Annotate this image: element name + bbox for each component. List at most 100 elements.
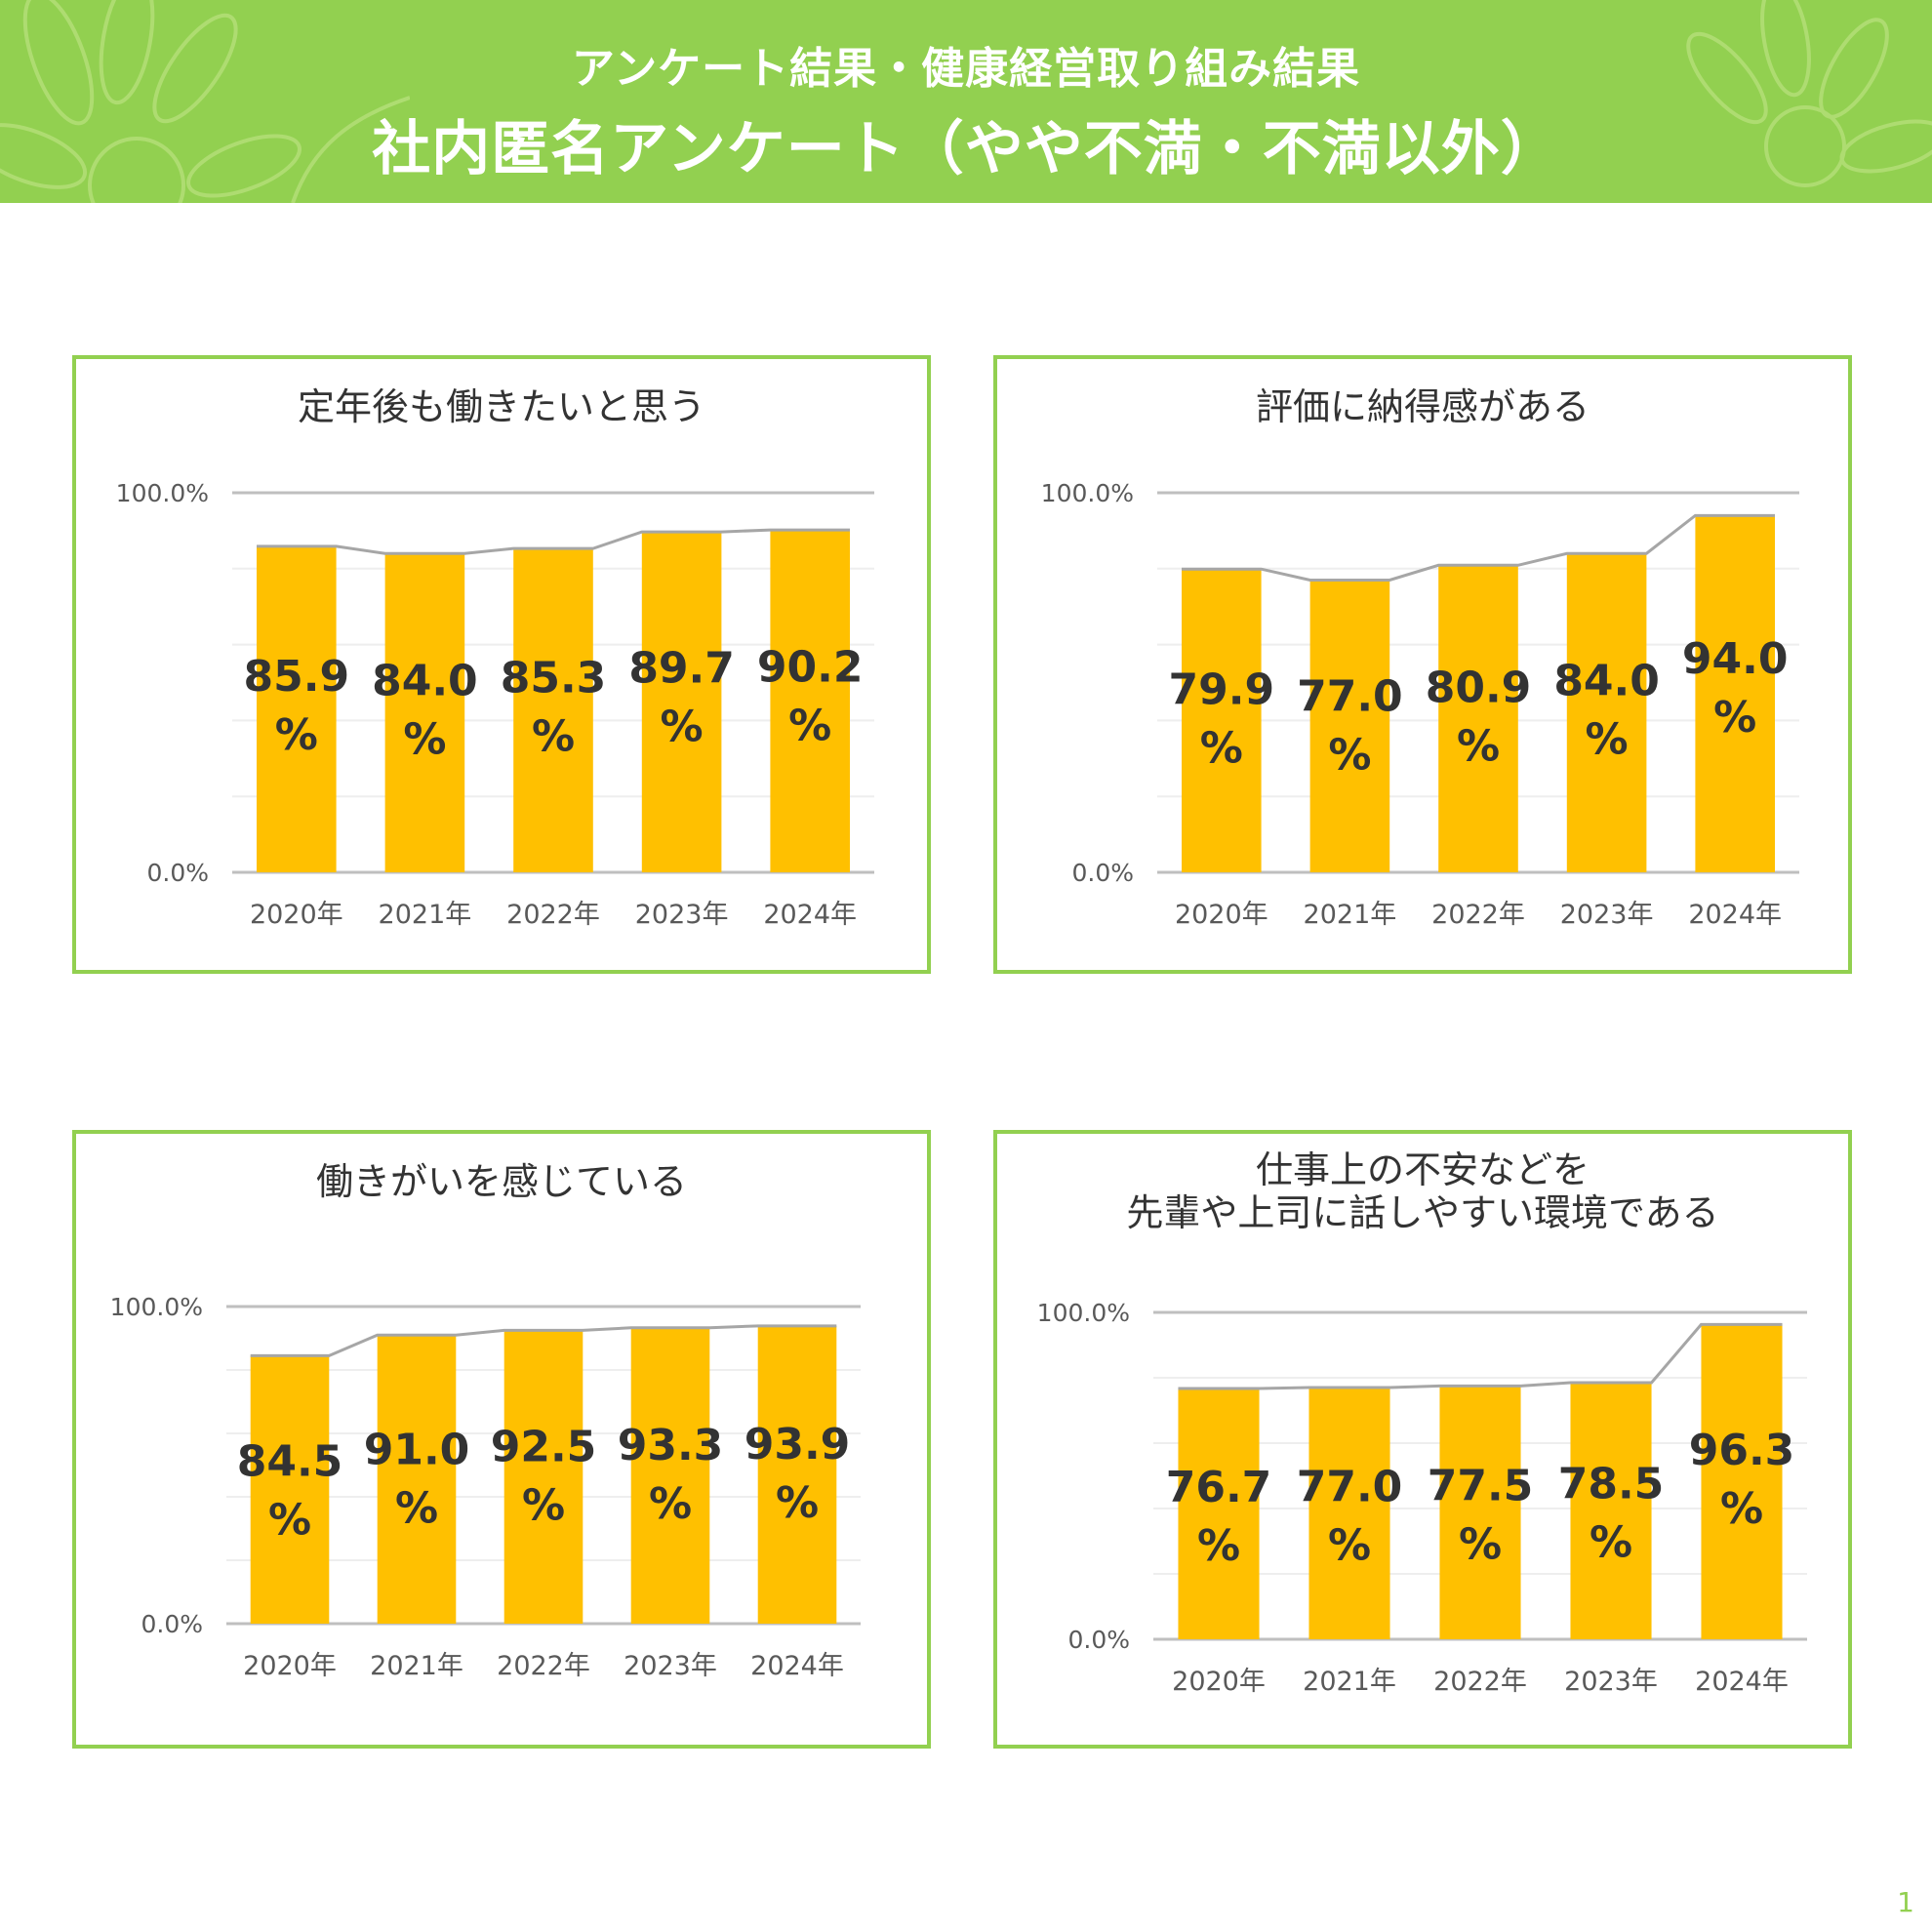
category-label: 2021年 xyxy=(1303,1667,1396,1697)
data-label-value: 80.9 xyxy=(1426,663,1532,712)
bar-2024- xyxy=(1701,1324,1783,1639)
data-label-value: 78.5 xyxy=(1558,1459,1665,1509)
chart-title-line-1: 評価に納得感がある xyxy=(1256,385,1590,428)
trend-line xyxy=(257,528,850,555)
data-label-value: 85.9 xyxy=(244,652,350,702)
chart-title-line-1: 働きがいを感じている xyxy=(316,1160,687,1203)
data-label-value: 93.9 xyxy=(745,1420,851,1469)
bar-2023- xyxy=(630,1327,710,1624)
chart-title-line-1: 定年後も働きたいと思う xyxy=(298,385,705,428)
header-subtitle: アンケート結果・健康経営取り組み結果 xyxy=(571,44,1361,94)
data-label-unit: % xyxy=(1328,730,1371,780)
category-label: 2022年 xyxy=(1431,900,1525,930)
y-tick-label: 0.0% xyxy=(1071,859,1134,887)
data-label-value: 84.0 xyxy=(1553,656,1660,705)
data-label-unit: % xyxy=(1590,1517,1632,1567)
y-tick-label: 100.0% xyxy=(1041,479,1134,507)
data-label-value: 96.3 xyxy=(1689,1426,1795,1475)
bar-2020- xyxy=(250,1355,330,1624)
trend-line xyxy=(1182,513,1775,582)
category-label: 2022年 xyxy=(1433,1667,1527,1697)
chart-panel-work-after-retirement: 定年後も働きたいと思う 0.0% 100.0% 85.9% 2020年 84.0% 2021… xyxy=(72,355,931,974)
data-label-value: 79.9 xyxy=(1169,665,1275,715)
data-label-value: 84.0 xyxy=(372,656,478,705)
data-label-unit: % xyxy=(1200,724,1243,774)
chart-panel-easy-to-consult: 仕事上の不安などを 先輩や上司に話しやすい環境である 0.0% 100.0% 76.7%… xyxy=(993,1130,1852,1749)
chart-job-fulfillment: 働きがいを感じている 0.0% 100.0% 84.5% 2020年 91.0% 2021年… xyxy=(110,1160,861,1681)
bar-2022- xyxy=(1438,565,1518,872)
chart-panel-evaluation-satisfaction: 評価に納得感がある 0.0% 100.0% 79.9% 2020年 77.0% 2021年 8… xyxy=(993,355,1852,974)
category-label: 2024年 xyxy=(750,1651,844,1681)
data-label-unit: % xyxy=(1713,693,1756,743)
category-label: 2021年 xyxy=(379,900,472,930)
data-label-unit: % xyxy=(1720,1484,1763,1534)
category-label: 2024年 xyxy=(763,900,857,930)
y-tick-label: 100.0% xyxy=(110,1293,203,1321)
bar-2024- xyxy=(757,1325,837,1624)
trend-line xyxy=(250,1324,837,1357)
data-label-unit: % xyxy=(522,1481,565,1531)
data-label-unit: % xyxy=(788,701,831,750)
page-number: 1 xyxy=(1897,1886,1914,1918)
category-label: 2023年 xyxy=(1560,900,1654,930)
data-label-value: 91.0 xyxy=(364,1425,470,1474)
flower-decoration-left xyxy=(0,0,410,203)
bar-2021- xyxy=(384,553,465,872)
bar-2020- xyxy=(1182,569,1262,872)
bar-2023- xyxy=(1566,553,1647,872)
y-tick-label: 0.0% xyxy=(146,859,209,887)
category-label: 2023年 xyxy=(624,1651,717,1681)
header-title: 社内匿名アンケート（やや不満・不満以外） xyxy=(372,115,1560,183)
category-label: 2021年 xyxy=(370,1651,463,1681)
data-label-unit: % xyxy=(268,1496,311,1546)
y-tick-label: 100.0% xyxy=(1037,1299,1130,1327)
chart-evaluation-satisfaction: 評価に納得感がある 0.0% 100.0% 79.9% 2020年 77.0% 2021年 8… xyxy=(1041,385,1799,930)
flower-decoration-right xyxy=(1686,0,1932,187)
data-label-value: 85.3 xyxy=(501,654,607,704)
category-label: 2020年 xyxy=(1172,1667,1266,1697)
data-label-unit: % xyxy=(403,714,446,764)
bar-2022- xyxy=(513,548,593,872)
data-label-value: 94.0 xyxy=(1682,634,1789,684)
data-label-unit: % xyxy=(649,1479,692,1529)
category-label: 2020年 xyxy=(243,1651,337,1681)
data-label-value: 76.7 xyxy=(1166,1463,1272,1512)
y-tick-label: 0.0% xyxy=(1067,1626,1130,1654)
bar-2020- xyxy=(257,545,337,872)
bar-2021- xyxy=(1308,1388,1390,1639)
bar-2022- xyxy=(503,1330,584,1624)
bar-2022- xyxy=(1439,1386,1521,1639)
category-label: 2021年 xyxy=(1304,900,1397,930)
data-label-unit: % xyxy=(395,1483,438,1533)
data-label-value: 92.5 xyxy=(491,1423,597,1472)
data-label-unit: % xyxy=(1457,721,1500,771)
header-banner: アンケート結果・健康経営取り組み結果 社内匿名アンケート（やや不満・不満以外） xyxy=(0,0,1932,203)
chart-panel-job-fulfillment: 働きがいを感じている 0.0% 100.0% 84.5% 2020年 91.0% 2021年… xyxy=(72,1130,931,1749)
data-label-value: 89.7 xyxy=(628,644,735,694)
data-label-unit: % xyxy=(532,712,575,762)
chart-title-line-1: 仕事上の不安などを xyxy=(1256,1148,1590,1191)
chart-work-after-retirement: 定年後も働きたいと思う 0.0% 100.0% 85.9% 2020年 84.0% 2021… xyxy=(116,385,874,930)
chart-title-line-2: 先輩や上司に話しやすい環境である xyxy=(1126,1191,1718,1234)
data-label-value: 77.0 xyxy=(1297,1462,1403,1511)
y-tick-label: 0.0% xyxy=(141,1610,203,1638)
data-label-value: 90.2 xyxy=(757,642,864,692)
bar-2021- xyxy=(377,1335,457,1624)
data-label-unit: % xyxy=(1586,714,1629,764)
bar-2023- xyxy=(1570,1383,1652,1639)
bar-2020- xyxy=(1178,1389,1260,1639)
category-label: 2020年 xyxy=(1175,900,1268,930)
category-label: 2022年 xyxy=(497,1651,590,1681)
category-label: 2023年 xyxy=(635,900,729,930)
bar-2023- xyxy=(641,532,722,872)
data-label-unit: % xyxy=(1197,1521,1240,1571)
category-label: 2024年 xyxy=(1695,1667,1789,1697)
data-label-value: 77.5 xyxy=(1428,1461,1534,1510)
data-label-unit: % xyxy=(1328,1520,1371,1570)
bar-2021- xyxy=(1309,580,1390,872)
y-tick-label: 100.0% xyxy=(116,479,209,507)
data-label-value: 93.3 xyxy=(618,1421,724,1470)
data-label-unit: % xyxy=(661,703,704,752)
data-label-unit: % xyxy=(275,710,318,760)
